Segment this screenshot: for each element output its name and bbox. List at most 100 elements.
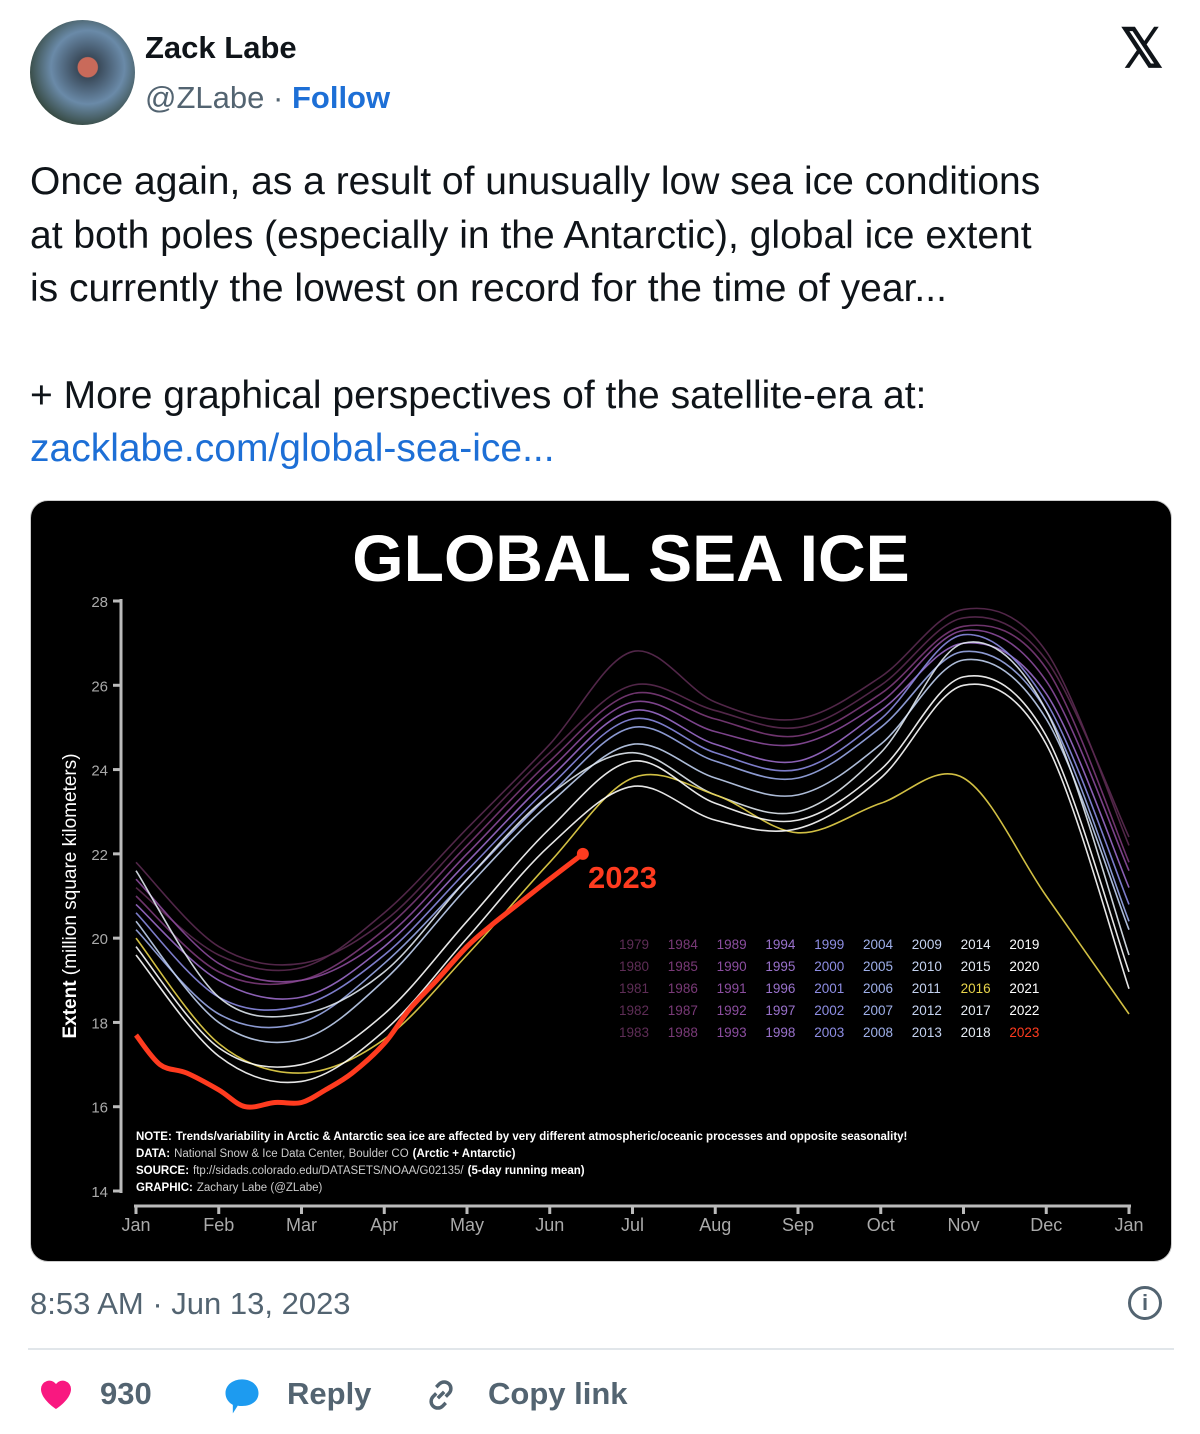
- legend-entry-2015: 2015: [961, 959, 991, 974]
- copy-link-icon-wrap[interactable]: [422, 1376, 460, 1422]
- y-tick-label: 14: [91, 1184, 108, 1201]
- legend-entry-1999: 1999: [814, 937, 844, 952]
- legend-entry-2012: 2012: [912, 1003, 942, 1018]
- y-axis-label-unit: (million square kilometers): [60, 753, 81, 975]
- legend-entry-2000: 2000: [814, 959, 844, 974]
- note-text: National Snow & Ice Data Center, Boulder…: [174, 1148, 409, 1160]
- series-line-2019: [135, 675, 1130, 1068]
- series-line-1979: [135, 607, 1130, 972]
- legend-entry-2011: 2011: [912, 981, 941, 996]
- x-tick-label: Oct: [867, 1215, 895, 1235]
- follow-button[interactable]: Follow: [291, 80, 391, 115]
- series-2023-endpoint: [576, 847, 589, 860]
- reply-button[interactable]: Reply: [287, 1376, 372, 1411]
- legend-entry-2023: 2023: [1009, 1025, 1039, 1040]
- legend-entry-2017: 2017: [961, 1003, 991, 1018]
- y-tick-label: 26: [91, 678, 108, 695]
- avatar[interactable]: [30, 20, 135, 125]
- legend-entry-1994: 1994: [765, 937, 796, 952]
- legend-entry-2020: 2020: [1009, 959, 1039, 974]
- legend-entry-2008: 2008: [863, 1025, 893, 1040]
- note-label: GRAPHIC:: [136, 1182, 193, 1194]
- sea-ice-chart: GLOBAL SEA ICE Extent (million square ki…: [60, 521, 1144, 1235]
- x-tick-label: Feb: [203, 1215, 234, 1235]
- legend-entry-1983: 1983: [619, 1025, 649, 1040]
- y-tick-label: 20: [91, 931, 108, 948]
- tweet-link[interactable]: zacklabe.com/global-sea-ice...: [30, 427, 555, 470]
- reply-bubble-icon: [225, 1379, 259, 1414]
- y-axis-label: Extent (million square kilometers): [60, 753, 81, 1038]
- tweet-text: Once again, as a result of unusually low…: [30, 155, 1180, 476]
- legend-entry-2010: 2010: [912, 959, 942, 974]
- series-line-2023: [134, 851, 585, 1110]
- legend-entry-1996: 1996: [765, 981, 795, 996]
- legend-entry-2019: 2019: [1009, 937, 1039, 952]
- x-tick-label: Jan: [121, 1215, 150, 1235]
- note-text: Trends/variability in Arctic & Antarctic…: [176, 1131, 908, 1143]
- x-tick-label: Apr: [370, 1215, 398, 1235]
- legend-entry-2003: 2003: [814, 1025, 844, 1040]
- chart-note: SOURCE: ftp://sidads.colorado.edu/DATASET…: [136, 1165, 585, 1177]
- legend-entry-2007: 2007: [863, 1003, 893, 1018]
- chart-image[interactable]: GLOBAL SEA ICE Extent (million square ki…: [30, 500, 1172, 1262]
- info-icon[interactable]: i: [1128, 1286, 1162, 1320]
- series-line-2014: [135, 641, 1130, 1018]
- series-line-2022: [135, 683, 1130, 1084]
- note-label: NOTE:: [136, 1131, 172, 1143]
- x-tick-label: Aug: [699, 1215, 731, 1235]
- legend-entry-1990: 1990: [717, 959, 747, 974]
- legend-entry-1992: 1992: [717, 1003, 747, 1018]
- legend-entry-2001: 2001: [814, 981, 844, 996]
- legend-entry-1995: 1995: [765, 959, 795, 974]
- chart-note: GRAPHIC: Zachary Labe (@ZLabe): [136, 1182, 323, 1194]
- legend-entry-1988: 1988: [668, 1025, 698, 1040]
- copy-link-button[interactable]: Copy link: [488, 1376, 628, 1411]
- x-tick-label: Jul: [621, 1215, 644, 1235]
- link-icon: [429, 1380, 453, 1410]
- legend-entry-2005: 2005: [863, 959, 893, 974]
- legend-entry-1981: 1981: [619, 981, 649, 996]
- legend-entry-1993: 1993: [717, 1025, 747, 1040]
- legend-entry-2018: 2018: [961, 1025, 991, 1040]
- author-handle[interactable]: @ZLabe: [145, 80, 265, 115]
- y-tick-label: 18: [91, 1015, 108, 1032]
- legend-entry-1997: 1997: [765, 1003, 795, 1018]
- x-tick-label: Sep: [782, 1215, 814, 1235]
- y-tick-label: 24: [91, 763, 108, 780]
- series-line-2005: [135, 650, 1130, 1029]
- legend-entry-1979: 1979: [619, 937, 649, 952]
- x-logo-icon[interactable]: 𝕏: [1120, 19, 1164, 79]
- x-tick-label: May: [450, 1215, 484, 1235]
- y-axis-label-bold: Extent: [60, 980, 81, 1039]
- timestamp[interactable]: 8:53 AM · Jun 13, 2023: [30, 1286, 351, 1321]
- chart-title: GLOBAL SEA ICE: [352, 521, 909, 595]
- tweet-line: Once again, as a result of unusually low…: [30, 160, 1041, 203]
- like-count[interactable]: 930: [100, 1376, 152, 1411]
- y-tick-label: 22: [91, 847, 108, 864]
- legend-entry-1987: 1987: [668, 1003, 698, 1018]
- chart-note: NOTE: Trends/variability in Arctic & Anta…: [136, 1131, 907, 1143]
- tweet-line: + More graphical perspectives of the sat…: [30, 373, 927, 417]
- legend-entry-1984: 1984: [668, 937, 699, 952]
- legend-entry-1989: 1989: [717, 937, 747, 952]
- x-tick-label: Jan: [1114, 1215, 1143, 1235]
- legend-entry-1985: 1985: [668, 959, 698, 974]
- legend-entry-1982: 1982: [619, 1003, 649, 1018]
- author-handle-line: @ZLabe · Follow: [145, 80, 390, 116]
- legend-entry-1980: 1980: [619, 959, 649, 974]
- series-line-1982: [135, 616, 1130, 966]
- divider: [28, 1348, 1174, 1350]
- note-extra: (5-day running mean): [468, 1165, 585, 1177]
- like-button[interactable]: [36, 1374, 76, 1422]
- reply-button-icon-wrap[interactable]: [220, 1373, 264, 1425]
- note-label: DATA:: [136, 1148, 170, 1160]
- x-tick-label: Nov: [947, 1215, 979, 1235]
- author-name[interactable]: Zack Labe: [145, 30, 297, 65]
- legend-entry-2021: 2021: [1009, 981, 1039, 996]
- y-tick-label: 16: [91, 1100, 108, 1117]
- note-text: Zachary Labe (@ZLabe): [197, 1182, 323, 1194]
- tweet-line: at both poles (especially in the Antarct…: [30, 213, 1032, 257]
- legend-entry-2002: 2002: [814, 1003, 844, 1018]
- x-tick-label: Dec: [1030, 1215, 1062, 1235]
- tweet-line: is currently the lowest on record for th…: [30, 267, 947, 310]
